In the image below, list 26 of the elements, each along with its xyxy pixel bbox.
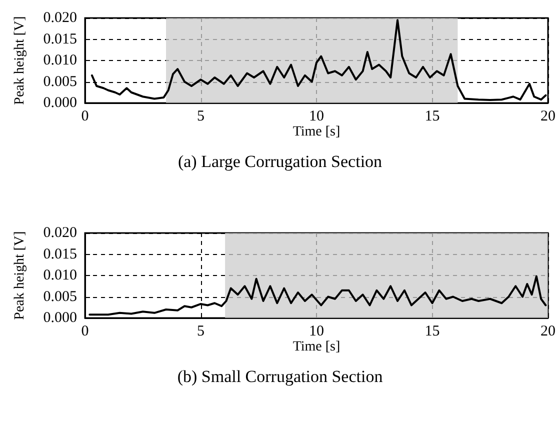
y-tick-label: 0.005 <box>43 74 77 90</box>
x-tick-label: 0 <box>81 108 89 124</box>
y-axis-title: Peak height [V] <box>12 16 28 105</box>
x-tick-label: 15 <box>424 324 440 340</box>
y-tick-label: 0.010 <box>43 52 77 68</box>
y-tick-label: 0.000 <box>43 310 77 326</box>
y-tick-label: 0.015 <box>43 246 77 262</box>
text: (b) Small Corrugation Section <box>177 367 384 386</box>
y-tick-label: 0.020 <box>43 225 77 241</box>
y-tick-label: 0.015 <box>43 31 77 48</box>
y-tick-label: 0.000 <box>43 95 77 111</box>
y-tick-label: 0.020 <box>43 10 77 26</box>
x-axis-title: Time [s] <box>292 339 340 354</box>
x-tick-label: 20 <box>540 108 556 124</box>
x-tick-label: 15 <box>424 108 440 124</box>
x-tick-label: 20 <box>540 324 556 340</box>
y-tick-label: 0.010 <box>43 268 77 284</box>
x-tick-label: 5 <box>197 324 204 340</box>
text: (a) Large Corrugation Section <box>178 152 383 171</box>
x-axis-title: Time [s] <box>292 124 340 140</box>
x-tick-label: 0 <box>81 324 89 340</box>
x-tick-label: 5 <box>197 108 204 124</box>
x-tick-label: 10 <box>309 324 324 340</box>
y-tick-label: 0.005 <box>43 288 77 305</box>
y-axis-title: Peak height [V] <box>12 231 28 320</box>
x-tick-label: 10 <box>309 108 324 124</box>
